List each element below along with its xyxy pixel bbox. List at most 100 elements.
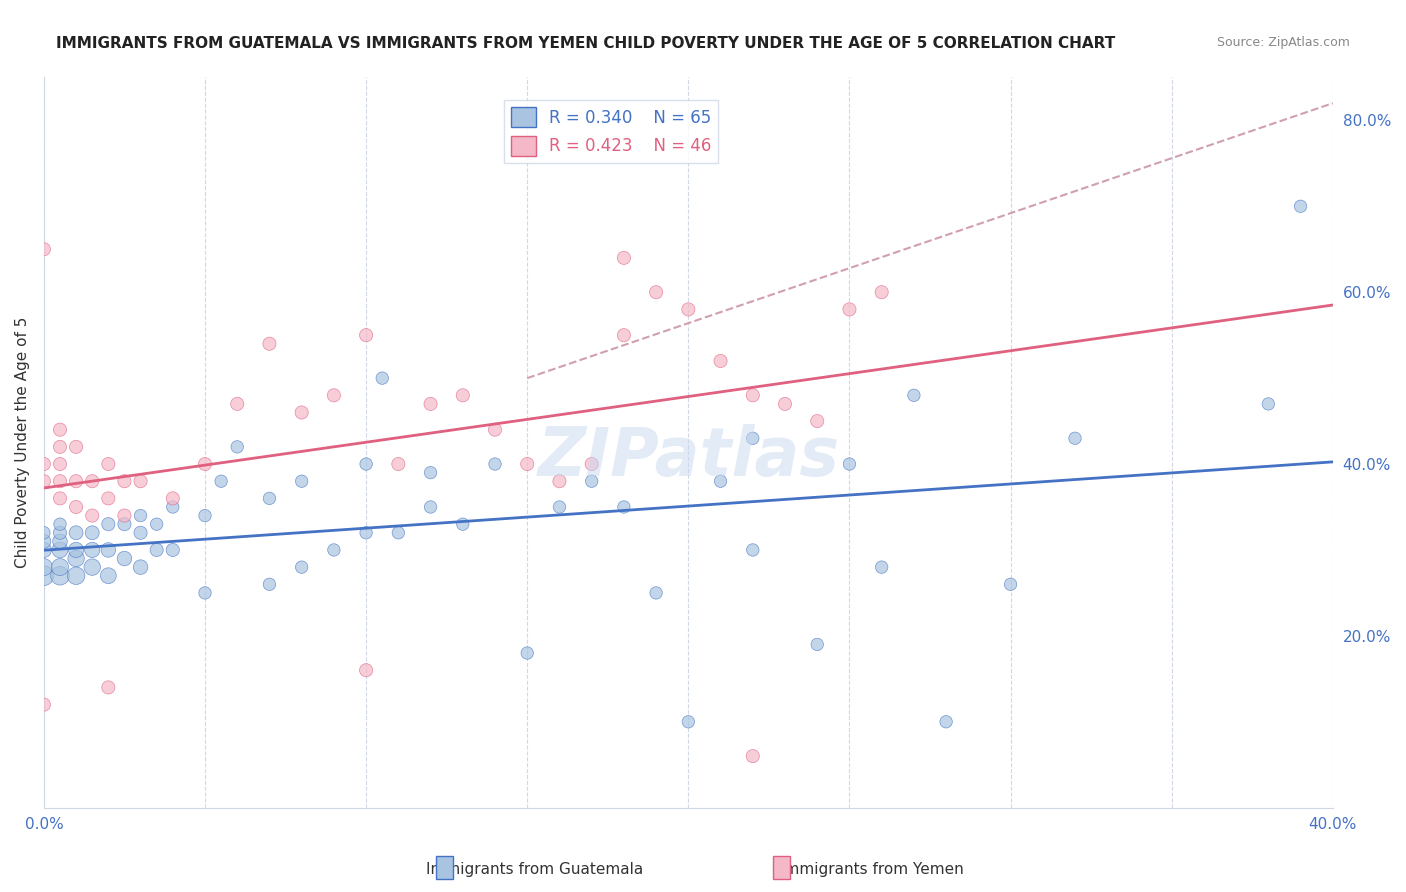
Point [387,457,409,471]
Point [903,388,925,402]
Point [419,397,441,411]
Point [65,551,87,566]
Point [259,577,281,591]
Point [97,543,120,558]
Point [49,525,72,540]
Point [32,525,55,540]
Point [371,371,394,385]
Point [145,543,167,558]
Point [129,560,152,574]
Point [1289,199,1312,213]
Point [32,698,55,712]
Point [194,457,217,471]
Point [65,474,87,488]
Point [516,646,538,660]
Point [97,517,120,532]
Point [516,457,538,471]
Point [935,714,957,729]
Point [259,491,281,506]
Point [548,500,571,514]
Point [354,525,377,540]
Point [806,414,828,428]
Point [209,474,232,488]
Point [1064,431,1087,445]
Point [709,354,731,368]
Point [162,543,184,558]
Text: IMMIGRANTS FROM GUATEMALA VS IMMIGRANTS FROM YEMEN CHILD POVERTY UNDER THE AGE O: IMMIGRANTS FROM GUATEMALA VS IMMIGRANTS … [56,36,1115,51]
Point [613,328,636,343]
Legend: R = 0.340    N = 65, R = 0.423    N = 46: R = 0.340 N = 65, R = 0.423 N = 46 [503,101,718,162]
Point [322,543,344,558]
Text: ZIPatlas: ZIPatlas [537,425,839,491]
Point [484,457,506,471]
Point [49,491,72,506]
Point [838,457,860,471]
Point [548,474,571,488]
Point [65,543,87,558]
Point [741,543,763,558]
Point [49,517,72,532]
Point [129,474,152,488]
Point [419,500,441,514]
Point [65,525,87,540]
Point [49,474,72,488]
Point [581,457,603,471]
Point [82,543,104,558]
Point [32,242,55,256]
Point [419,466,441,480]
Point [49,440,72,454]
Point [484,423,506,437]
Point [114,508,136,523]
Point [678,714,700,729]
Point [1000,577,1022,591]
Point [678,302,700,317]
Point [645,586,668,600]
Point [162,491,184,506]
Point [354,328,377,343]
Point [226,397,249,411]
Text: Immigrants from Yemen: Immigrants from Yemen [780,863,963,877]
Point [870,560,893,574]
Point [65,440,87,454]
Point [354,457,377,471]
Text: Immigrants from Guatemala: Immigrants from Guatemala [426,863,643,877]
Point [709,474,731,488]
Point [49,423,72,437]
Point [114,517,136,532]
Point [32,560,55,574]
Point [741,431,763,445]
Point [49,568,72,582]
Point [322,388,344,402]
Point [32,543,55,558]
Point [82,525,104,540]
Point [97,457,120,471]
Point [613,500,636,514]
Point [49,457,72,471]
Point [741,749,763,764]
Point [741,388,763,402]
Point [97,491,120,506]
Point [806,637,828,651]
Point [129,525,152,540]
Point [97,568,120,582]
Point [82,560,104,574]
Point [65,568,87,582]
Point [451,388,474,402]
Point [49,560,72,574]
Y-axis label: Child Poverty Under the Age of 5: Child Poverty Under the Age of 5 [15,317,30,568]
Point [49,534,72,549]
Point [291,474,314,488]
Point [162,500,184,514]
Point [82,474,104,488]
Point [354,663,377,677]
Point [82,508,104,523]
Point [773,397,796,411]
Point [581,474,603,488]
Point [129,508,152,523]
Point [645,285,668,300]
Point [32,534,55,549]
Point [226,440,249,454]
Point [451,517,474,532]
Point [114,551,136,566]
Point [870,285,893,300]
